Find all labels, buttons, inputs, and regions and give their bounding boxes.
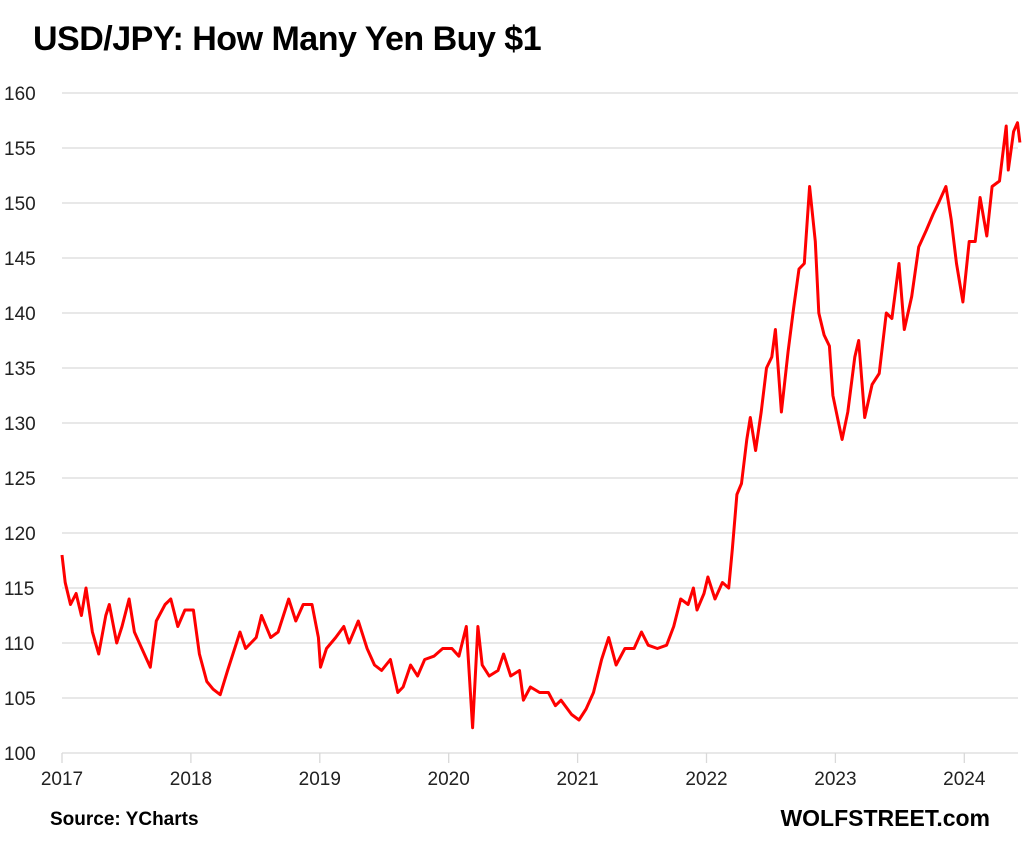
- y-tick-label: 140: [4, 304, 36, 325]
- y-tick-label: 135: [4, 359, 36, 380]
- x-tick-label: 2019: [299, 769, 341, 790]
- y-tick-label: 115: [4, 579, 34, 600]
- y-tick-label: 145: [4, 249, 36, 270]
- y-tick-label: 160: [4, 84, 36, 105]
- x-tick-label: 2024: [943, 769, 986, 790]
- y-tick-label: 150: [4, 194, 36, 215]
- x-tick-label: 2018: [170, 769, 212, 790]
- x-tick-label: 2017: [41, 769, 83, 790]
- y-tick-label: 105: [4, 689, 36, 710]
- series-line: [60, 121, 1022, 730]
- y-tick-label: 110: [4, 634, 34, 655]
- source-label: Source: YCharts: [50, 809, 199, 830]
- y-tick-label: 155: [4, 139, 36, 160]
- x-tick-label: 2021: [556, 769, 598, 790]
- y-tick-label: 100: [4, 744, 36, 765]
- chart-title: USD/JPY: How Many Yen Buy $1: [33, 20, 542, 58]
- brand-label: WOLFSTREET.com: [780, 805, 990, 831]
- x-tick-label: 2020: [428, 769, 470, 790]
- y-tick-label: 125: [4, 469, 36, 490]
- x-tick-label: 2023: [814, 769, 856, 790]
- y-tick-label: 120: [4, 524, 36, 545]
- x-tick-label: 2022: [685, 769, 727, 790]
- y-tick-label: 130: [4, 414, 36, 435]
